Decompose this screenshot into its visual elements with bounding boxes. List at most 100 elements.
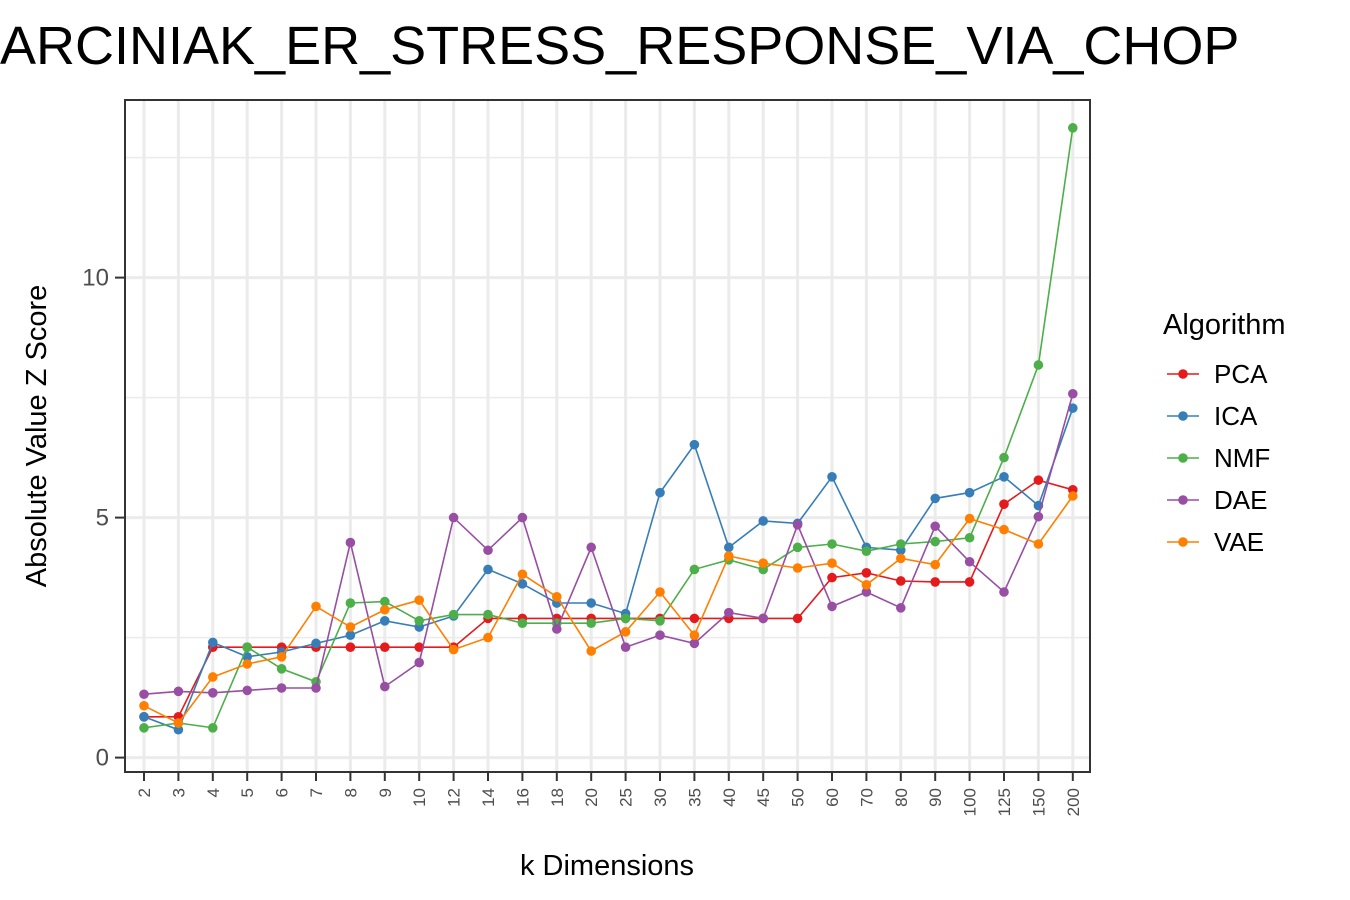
series-vae (139, 491, 1078, 728)
data-point (345, 598, 356, 608)
data-point (380, 596, 390, 607)
data-point (1068, 403, 1078, 413)
data-point (1033, 360, 1044, 370)
data-point (586, 646, 596, 656)
data-point (345, 630, 356, 640)
data-point (724, 607, 734, 618)
data-point (896, 603, 906, 613)
legend-swatch-point (1178, 411, 1188, 421)
data-point (276, 683, 287, 693)
data-point (620, 613, 631, 624)
legend-label: DAE (1214, 485, 1267, 515)
legend-item-pca: PCA (1167, 359, 1268, 389)
data-point (311, 638, 321, 649)
data-point (139, 700, 149, 711)
data-point (242, 642, 252, 652)
data-point (792, 563, 803, 573)
data-point (276, 664, 287, 674)
data-point (861, 568, 872, 578)
data-point (139, 689, 149, 700)
series-line (143, 407, 1074, 731)
y-tick-label: 0 (96, 745, 109, 772)
data-point (792, 542, 803, 553)
data-point (345, 622, 356, 632)
data-point (1068, 123, 1078, 133)
x-tick-label: 40 (720, 788, 739, 807)
x-tick-label: 150 (1029, 788, 1048, 816)
data-point (586, 598, 596, 608)
data-point (380, 681, 390, 692)
data-point (999, 587, 1009, 597)
data-point (930, 559, 940, 570)
data-point (276, 652, 287, 662)
data-point (655, 487, 665, 498)
legend-swatch-point (1178, 495, 1188, 505)
chart-title: ARCINIAK_ER_STRESS_RESPONSE_VIA_CHOP (0, 16, 1239, 76)
data-point (930, 536, 940, 547)
legend-swatch-point (1178, 537, 1188, 547)
data-point (517, 618, 528, 628)
legend-label: NMF (1214, 443, 1270, 473)
data-point (139, 723, 149, 733)
data-point (930, 493, 940, 504)
x-tick-label: 20 (582, 788, 601, 807)
x-tick-label: 9 (376, 788, 395, 797)
data-point (1033, 475, 1044, 485)
plot-panel (125, 100, 1090, 772)
x-tick-label: 100 (961, 788, 980, 816)
series-layer (139, 123, 1078, 735)
x-tick-label: 10 (410, 788, 429, 807)
x-tick-label: 70 (857, 788, 876, 807)
x-axis: 2 3 4 5 6 7 8 9 10 12 14 16 18 20 25 30 35 40 45 50 60 70 80 90… (135, 772, 1083, 816)
x-tick-label: 80 (892, 788, 911, 807)
data-point (964, 577, 975, 587)
data-point (620, 642, 631, 652)
data-point (999, 524, 1009, 535)
data-point (861, 546, 872, 556)
data-point (724, 542, 734, 553)
series-line (143, 127, 1074, 729)
data-point (827, 572, 837, 583)
y-tick-label: 10 (82, 265, 109, 292)
data-point (208, 688, 218, 698)
legend-title: Algorithm (1163, 309, 1286, 341)
data-point (655, 630, 665, 640)
data-point (689, 564, 700, 575)
data-point (173, 686, 184, 697)
y-axis: 0 5 10 (82, 265, 125, 772)
legend-item-nmf: NMF (1167, 443, 1270, 473)
data-point (414, 616, 425, 626)
data-point (483, 632, 493, 643)
plot-border (124, 99, 1091, 773)
data-point (448, 512, 459, 523)
data-point (758, 516, 768, 526)
x-tick-label: 35 (685, 788, 704, 807)
data-point (758, 613, 768, 624)
data-point (689, 613, 700, 624)
legend-item-dae: DAE (1167, 485, 1267, 515)
data-point (964, 487, 975, 498)
x-tick-label: 50 (789, 788, 808, 807)
data-point (896, 553, 906, 564)
data-point (586, 618, 596, 628)
x-tick-label: 30 (651, 788, 670, 807)
data-point (414, 595, 425, 605)
data-point (1068, 388, 1078, 399)
data-point (792, 520, 803, 530)
grid-lines (125, 100, 1090, 772)
x-tick-label: 3 (169, 788, 188, 797)
data-point (827, 558, 837, 568)
data-point (173, 724, 184, 735)
data-point (758, 558, 768, 568)
data-point (483, 564, 493, 575)
data-point (414, 657, 425, 668)
x-tick-label: 4 (204, 788, 223, 797)
x-tick-label: 60 (823, 788, 842, 807)
data-point (861, 580, 872, 590)
y-tick-label: 5 (96, 505, 109, 532)
legend-label: VAE (1214, 527, 1264, 557)
data-point (242, 685, 252, 696)
x-tick-label: 25 (617, 788, 636, 807)
data-point (792, 613, 803, 624)
